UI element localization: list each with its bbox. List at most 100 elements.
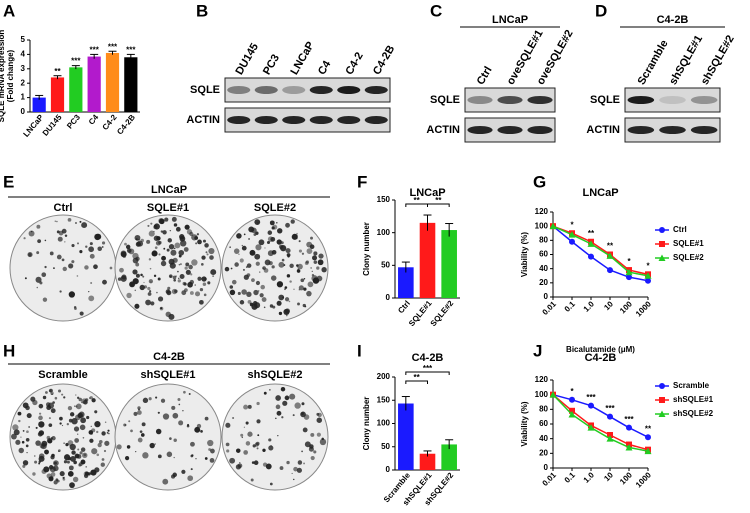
row-label: ACTIN [426,124,460,136]
colony [189,279,194,285]
colony [59,290,62,293]
colony [175,226,181,232]
colony [135,241,141,247]
colony-header: LNCaP [151,184,187,196]
colony [124,456,130,461]
bracket [405,371,450,375]
colony [32,472,36,476]
lane-label: PC3 [261,52,282,77]
colony [50,408,56,414]
colony [57,236,63,242]
colony [173,278,176,282]
significance: *** [605,404,615,413]
y-tick-label: 20 [539,278,548,287]
plate [114,214,222,322]
band [337,116,361,124]
colony [190,468,193,471]
colony [163,247,166,250]
y-tick-label: 200 [377,372,391,381]
bar [419,222,436,298]
colony [68,465,74,471]
colony [149,290,152,293]
band [364,116,388,124]
colony [116,444,122,450]
colony [166,290,172,296]
colony [191,234,198,241]
marker [626,424,632,431]
colony [48,389,52,393]
colony [96,453,100,457]
marker [568,410,576,418]
colony [63,442,65,444]
colony [207,281,211,285]
plate [114,383,222,491]
marker [625,443,633,451]
colony [141,422,146,427]
band [309,86,333,94]
colony [94,410,98,414]
colony [270,275,277,281]
panel-letter: F [357,172,367,191]
colony [199,299,204,305]
marker [549,391,557,398]
colony [125,244,131,250]
y-tick-label: 0 [386,465,391,474]
lane-label: Scramble [636,38,671,87]
band [690,96,718,104]
colony [246,263,252,268]
colony [145,299,151,306]
colony [172,275,177,280]
y-tick-label: 100 [535,221,549,230]
colony [71,450,76,455]
colony [276,281,284,288]
colony [71,418,78,425]
colony [68,263,74,269]
colony [139,284,145,291]
colony [269,220,275,226]
marker [549,222,557,230]
row-label: SQLE [590,94,620,106]
colony [316,417,323,423]
blot-header: LNCaP [492,14,528,26]
significance: *** [71,57,81,66]
colony [91,398,96,403]
colony [298,240,301,243]
colony [35,276,42,283]
colony [301,412,304,415]
y-tick-label: 60 [539,250,548,259]
colony [106,431,109,434]
marker [606,252,614,259]
marker [626,274,632,281]
colony [297,460,303,465]
band [282,116,306,124]
colony [268,261,273,266]
colony [38,460,42,464]
x-tick-label: 0.1 [563,299,578,314]
marker [568,231,576,238]
band [467,96,493,104]
colony [257,222,259,224]
colony [83,473,89,479]
colony [177,279,181,283]
colony [135,451,137,453]
significance: * [627,257,631,266]
band [527,126,553,134]
colony [24,277,27,280]
colony [140,273,143,277]
y-tick-label: 80 [539,235,548,244]
colony [276,410,282,416]
colony [238,253,240,255]
significance: * [646,261,650,270]
colony [22,460,29,466]
colony [128,420,131,423]
series-line [552,393,649,438]
x-tick-label: 10 [602,470,615,483]
colony [78,462,83,467]
panel-letter: G [533,172,546,191]
colony [62,266,67,272]
x-tick-label: 1000 [634,299,653,318]
colony [267,250,274,257]
y-tick-label: 120 [535,375,549,384]
plate-label: SQLE#1 [147,202,189,214]
colony [194,284,197,286]
